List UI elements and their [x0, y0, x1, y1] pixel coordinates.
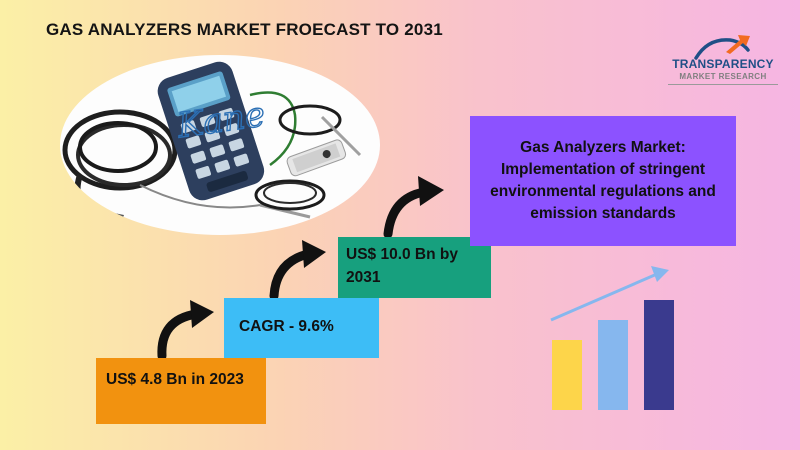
- curved-arrow-icon: [269, 249, 313, 301]
- headline-box: Gas Analyzers Market: Implementation of …: [470, 116, 736, 246]
- logo-swoosh-icon: [694, 35, 750, 60]
- headline-text: Gas Analyzers Market: Implementation of …: [490, 139, 716, 222]
- logo-tagline-rule: [668, 84, 778, 88]
- curved-arrow-icon: [157, 309, 201, 361]
- bar-short: [552, 340, 582, 410]
- step-revenue-2023: US$ 4.8 Bn in 2023: [96, 358, 266, 424]
- curved-arrow-icon: [383, 187, 429, 239]
- company-logo: TRANSPARENCY MARKET RESEARCH: [668, 34, 778, 98]
- step-cagr: CAGR - 9.6%: [224, 298, 379, 358]
- trend-arrow-icon: [550, 272, 658, 322]
- bar-tall: [644, 300, 674, 410]
- gas-analyzer-photo: Kane: [60, 55, 380, 235]
- logo-text-transparency: TRANSPARENCY: [672, 57, 774, 71]
- logo-text-market-research: MARKET RESEARCH: [679, 72, 767, 81]
- bar-chart-icon: [550, 266, 674, 410]
- page-title: GAS ANALYZERS MARKET FROECAST TO 2031: [46, 20, 443, 39]
- step-revenue-2031: US$ 10.0 Bn by 2031: [338, 237, 491, 298]
- bar-medium: [598, 320, 628, 410]
